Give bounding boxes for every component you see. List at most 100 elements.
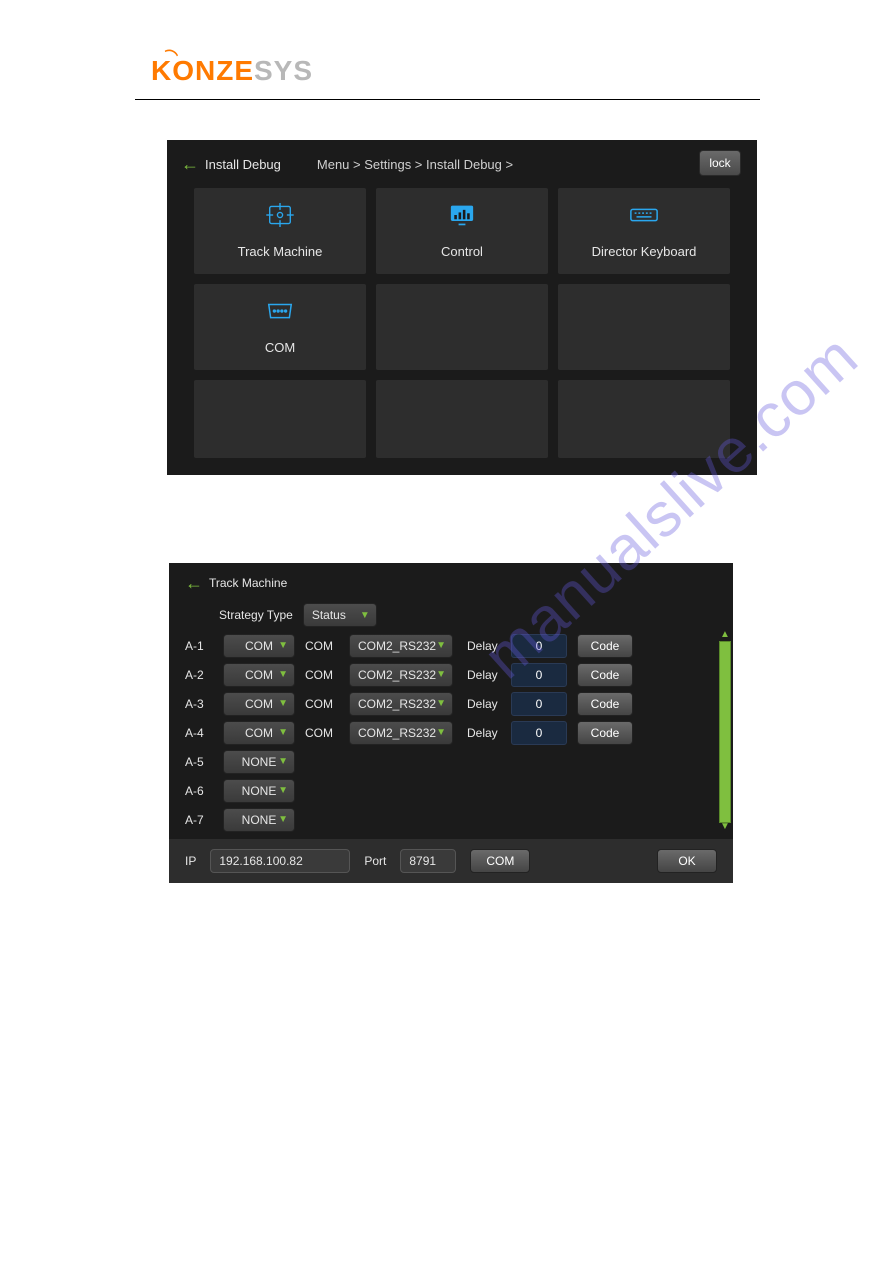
tile-com[interactable]: COM	[194, 284, 366, 370]
mode-value: COM	[245, 726, 273, 740]
tile-track-machine[interactable]: Track Machine	[194, 188, 366, 274]
config-row: A-5 NONE▼	[169, 747, 733, 776]
tile-label: Track Machine	[238, 244, 323, 259]
chevron-down-icon: ▼	[278, 669, 288, 680]
tile-director-keyboard[interactable]: Director Keyboard	[558, 188, 730, 274]
ip-input[interactable]: 192.168.100.82	[210, 849, 350, 873]
mode-value: COM	[245, 697, 273, 711]
scroll-track[interactable]	[719, 641, 731, 823]
config-row: A-4COM▼COMCOM2_RS232▼Delay0Code	[169, 718, 733, 747]
port-icon	[265, 299, 295, 330]
install-debug-screen: ← Install Debug Menu > Settings > Instal…	[167, 140, 757, 475]
com-label: COM	[305, 668, 339, 682]
code-button[interactable]: Code	[577, 721, 633, 745]
config-row: A-1COM▼COMCOM2_RS232▼Delay0Code	[169, 631, 733, 660]
com-port-select[interactable]: COM2_RS232▼	[349, 692, 453, 716]
chevron-down-icon: ▼	[278, 814, 288, 825]
brand-logo: KONZE⌒SYS	[151, 55, 760, 87]
mode-select[interactable]: COM ▼	[223, 663, 295, 687]
tile-label: COM	[265, 340, 295, 355]
ip-label: IP	[185, 854, 196, 868]
mode-select[interactable]: NONE▼	[223, 750, 295, 774]
chevron-down-icon: ▼	[436, 640, 446, 651]
com-button[interactable]: COM	[470, 849, 530, 873]
com-port-select[interactable]: COM2_RS232▼	[349, 634, 453, 658]
row-id-label: A-7	[185, 813, 213, 827]
port-label: Port	[364, 854, 386, 868]
com-port-value: COM2_RS232	[358, 697, 436, 711]
scrollbar[interactable]: ▲ ▼	[719, 631, 731, 833]
monitor-icon	[447, 203, 477, 234]
mode-value: COM	[245, 668, 273, 682]
row-id-label: A-3	[185, 697, 213, 711]
row-id-label: A-5	[185, 755, 213, 769]
lock-button[interactable]: lock	[699, 150, 741, 176]
crosshair-icon	[265, 203, 295, 234]
track-machine-screen: ← Track Machine Strategy Type Status ▼ A…	[169, 563, 733, 883]
com-label: COM	[305, 639, 339, 653]
page-title[interactable]: Install Debug	[205, 157, 281, 172]
delay-label: Delay	[467, 668, 501, 682]
row-id-label: A-6	[185, 784, 213, 798]
tile-empty	[558, 380, 730, 458]
delay-label: Delay	[467, 697, 501, 711]
chevron-down-icon: ▼	[278, 785, 288, 796]
row-id-label: A-1	[185, 639, 213, 653]
port-input[interactable]: 8791	[400, 849, 456, 873]
config-row: A-6 NONE▼	[169, 776, 733, 805]
back-arrow-icon[interactable]: ←	[181, 154, 199, 175]
code-button[interactable]: Code	[577, 663, 633, 687]
delay-label: Delay	[467, 726, 501, 740]
tile-empty	[376, 380, 548, 458]
mode-value: NONE	[242, 784, 277, 798]
row-id-label: A-4	[185, 726, 213, 740]
chevron-down-icon: ▼	[278, 756, 288, 767]
com-port-value: COM2_RS232	[358, 726, 436, 740]
config-row: A-3COM▼COMCOM2_RS232▼Delay0Code	[169, 689, 733, 718]
com-port-select[interactable]: COM2_RS232▼	[349, 663, 453, 687]
breadcrumb: Menu > Settings > Install Debug >	[317, 157, 513, 172]
delay-input[interactable]: 0	[511, 663, 567, 687]
tile-empty	[376, 284, 548, 370]
scroll-up-icon[interactable]: ▲	[719, 631, 731, 641]
chevron-down-icon: ▼	[278, 698, 288, 709]
row-id-label: A-2	[185, 668, 213, 682]
keyboard-icon	[629, 203, 659, 234]
mode-select[interactable]: NONE▼	[223, 808, 295, 832]
scroll-down-icon[interactable]: ▼	[719, 823, 731, 833]
chevron-down-icon: ▼	[436, 669, 446, 680]
delay-input[interactable]: 0	[511, 721, 567, 745]
com-label: COM	[305, 697, 339, 711]
mode-select[interactable]: COM▼	[223, 721, 295, 745]
tile-empty	[558, 284, 730, 370]
config-row: A-2COM▼COMCOM2_RS232▼Delay0Code	[169, 660, 733, 689]
chevron-down-icon: ▼	[360, 610, 370, 621]
delay-label: Delay	[467, 639, 501, 653]
ok-button[interactable]: OK	[657, 849, 717, 873]
mode-value: NONE	[242, 755, 277, 769]
code-button[interactable]: Code	[577, 634, 633, 658]
tile-empty	[194, 380, 366, 458]
tile-label: Director Keyboard	[592, 244, 697, 259]
mode-value: COM	[245, 639, 273, 653]
com-port-select[interactable]: COM2_RS232▼	[349, 721, 453, 745]
mode-value: NONE	[242, 813, 277, 827]
mode-select[interactable]: NONE▼	[223, 779, 295, 803]
back-arrow-icon[interactable]: ←	[185, 573, 203, 594]
mode-select[interactable]: COM ▼	[223, 692, 295, 716]
page-title[interactable]: Track Machine	[209, 576, 287, 590]
chevron-down-icon: ▼	[436, 727, 446, 738]
strategy-type-select[interactable]: Status ▼	[303, 603, 377, 627]
com-label: COM	[305, 726, 339, 740]
com-port-value: COM2_RS232	[358, 668, 436, 682]
strategy-type-value: Status	[312, 608, 346, 622]
mode-select[interactable]: COM▼	[223, 634, 295, 658]
tile-control[interactable]: Control	[376, 188, 548, 274]
delay-input[interactable]: 0	[511, 692, 567, 716]
chevron-down-icon: ▼	[436, 698, 446, 709]
code-button[interactable]: Code	[577, 692, 633, 716]
config-row: A-7NONE▼	[169, 805, 733, 834]
logo-part2: SYS	[254, 55, 313, 86]
delay-input[interactable]: 0	[511, 634, 567, 658]
com-port-value: COM2_RS232	[358, 639, 436, 653]
